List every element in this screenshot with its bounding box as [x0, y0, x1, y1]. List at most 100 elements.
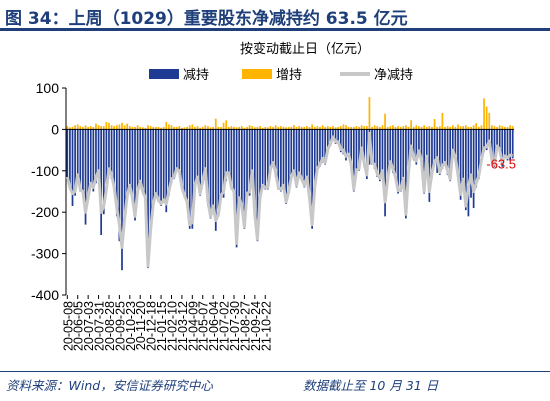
- bar-increase: [321, 125, 324, 130]
- bar-increase: [162, 126, 165, 130]
- bar-decrease: [280, 129, 282, 192]
- y-tick-label: -400: [31, 287, 59, 303]
- x-tick-label: 21-07-30: [228, 301, 242, 351]
- bar-decrease: [376, 129, 379, 178]
- bar-increase: [230, 126, 233, 130]
- bar-decrease: [470, 129, 472, 198]
- bar-decrease: [293, 129, 295, 175]
- chart: 按变动截止日（亿元） 减持 增持 净减持 100 0 -100 -200 -300 -40…: [31, 41, 516, 351]
- bar-decrease: [196, 129, 199, 180]
- bar-decrease: [428, 129, 431, 202]
- bar-decrease: [436, 129, 439, 173]
- bar-decrease: [183, 129, 186, 198]
- bar-increase: [496, 126, 498, 130]
- bar-increase: [462, 126, 465, 130]
- bar-decrease: [123, 129, 126, 221]
- bar-increase: [316, 126, 319, 130]
- bar-increase: [196, 126, 199, 130]
- bar-increase: [173, 126, 175, 130]
- figure-title: 图 34：上周（1029）重要股东净减持约 63.5 亿元: [5, 9, 408, 29]
- bar-increase: [412, 126, 415, 130]
- bar-decrease: [191, 129, 194, 229]
- bar-decrease: [493, 129, 496, 167]
- x-tick-label: 21-10-22: [259, 301, 273, 351]
- bar-decrease: [438, 129, 441, 175]
- net-value-callout: -63.5: [486, 157, 516, 172]
- bar-decrease: [449, 129, 452, 182]
- bar-decrease: [272, 129, 274, 165]
- bar-decrease: [87, 129, 89, 200]
- x-tick-label: 21-08-27: [238, 301, 252, 351]
- bar-decrease: [347, 129, 350, 157]
- bar-decrease: [488, 129, 491, 144]
- bar-increase: [128, 126, 131, 130]
- cutoff-note: 数据截止至 10 月 31 日: [303, 378, 439, 393]
- bar-increase: [131, 126, 134, 130]
- bar-decrease: [475, 129, 478, 188]
- bar-increase: [253, 127, 256, 130]
- bar-increase: [113, 126, 116, 130]
- bar-increase: [405, 125, 407, 130]
- bar-decrease: [69, 129, 71, 188]
- bar-decrease: [79, 129, 82, 192]
- bar-increase: [272, 126, 274, 130]
- bar-decrease: [363, 129, 366, 167]
- bar-decrease: [329, 129, 332, 146]
- bar-increase: [410, 120, 412, 130]
- bar-decrease: [405, 129, 407, 219]
- bar-decrease: [467, 129, 470, 217]
- chart-title: 按变动截止日（亿元）: [240, 41, 370, 56]
- bar-increase: [243, 127, 246, 130]
- bar-increase: [238, 126, 241, 130]
- bar-decrease: [100, 129, 103, 235]
- y-tick-label: -200: [31, 204, 59, 220]
- bar-decrease: [181, 129, 183, 190]
- bar-decrease: [444, 129, 446, 165]
- bar-decrease: [457, 129, 459, 178]
- x-tick-label: 20-12-18: [145, 301, 159, 351]
- bar-decrease: [256, 129, 259, 242]
- bar-decrease: [97, 129, 100, 175]
- bar-decrease: [287, 129, 290, 194]
- bar-decrease: [222, 129, 225, 198]
- bar-decrease: [168, 129, 170, 196]
- bar-increase: [509, 125, 511, 130]
- bar-decrease: [308, 129, 311, 200]
- bar-increase: [360, 125, 363, 130]
- bar-increase: [438, 126, 441, 130]
- bar-increase: [345, 125, 347, 130]
- bar-increase: [66, 126, 69, 130]
- bar-increase: [488, 112, 491, 130]
- bar-decrease: [306, 129, 308, 180]
- bar-decrease: [136, 129, 139, 196]
- bar-decrease: [144, 129, 147, 202]
- bar-increase: [290, 126, 293, 130]
- bar-increase: [144, 127, 147, 130]
- y-tick-label: 0: [51, 121, 59, 137]
- bar-decrease: [173, 129, 175, 180]
- bar-increase: [71, 126, 74, 130]
- bar-decrease: [235, 129, 238, 248]
- bar-increase: [240, 126, 243, 130]
- bar-decrease: [233, 129, 235, 194]
- bar-decrease: [118, 129, 121, 242]
- bar-increase: [175, 126, 178, 130]
- bar-increase: [332, 126, 334, 130]
- bar-decrease: [418, 129, 420, 155]
- bar-increase: [358, 126, 360, 130]
- bar-decrease: [496, 129, 498, 149]
- bar-increase: [233, 126, 235, 130]
- bar-increase: [449, 126, 452, 130]
- bar-decrease: [509, 129, 511, 161]
- bar-decrease: [108, 129, 110, 173]
- bar-decrease: [313, 129, 316, 190]
- bar-increase: [355, 126, 358, 130]
- bar-increase: [425, 126, 428, 130]
- bar-increase: [300, 126, 303, 130]
- bar-increase: [477, 126, 480, 130]
- bar-increase: [368, 97, 371, 130]
- legend-label-net: 净减持: [374, 67, 413, 82]
- x-tick-label: 21-07-02: [218, 301, 232, 351]
- bar-decrease: [321, 129, 324, 163]
- bar-decrease: [394, 129, 397, 180]
